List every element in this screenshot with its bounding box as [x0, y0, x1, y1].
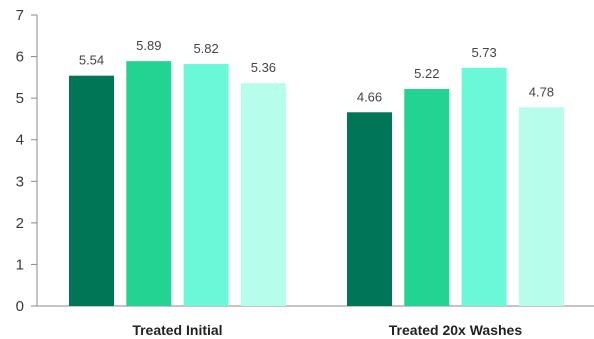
bar: [183, 64, 229, 306]
bar: [461, 67, 507, 306]
bar: [347, 112, 392, 306]
data-label: 5.82: [193, 41, 218, 56]
data-label: 5.22: [414, 66, 439, 81]
y-axis: 0 1 2 3 4 5 6 7: [16, 7, 38, 315]
y-tick-label: 2: [16, 215, 24, 232]
x-category-label: Treated 20x Washes: [389, 322, 523, 338]
y-tick-label: 5: [16, 90, 24, 107]
data-label: 5.54: [79, 53, 104, 68]
data-label: 5.89: [136, 38, 161, 53]
bar: [240, 83, 286, 306]
data-label: 5.36: [251, 60, 276, 75]
x-category-label: Treated Initial: [132, 322, 222, 338]
bar: [69, 75, 114, 307]
bars: [69, 61, 564, 307]
y-tick-label: 0: [16, 298, 24, 315]
data-label: 5.73: [471, 45, 496, 60]
data-label: 4.78: [529, 84, 554, 99]
data-labels: 5.54 5.89 5.82 5.36 4.66 5.22 5.73 4.78: [79, 38, 554, 104]
data-label: 4.66: [357, 89, 382, 104]
y-tick-label: 4: [16, 132, 24, 149]
x-axis: Treated Initial Treated 20x Washes: [37, 305, 594, 338]
y-tick-label: 6: [16, 49, 24, 66]
bar: [404, 88, 450, 306]
y-tick-label: 7: [16, 7, 24, 24]
y-tick-label: 1: [16, 256, 24, 273]
bar: [126, 61, 172, 306]
bar: [518, 107, 564, 306]
y-tick-label: 3: [16, 173, 24, 190]
